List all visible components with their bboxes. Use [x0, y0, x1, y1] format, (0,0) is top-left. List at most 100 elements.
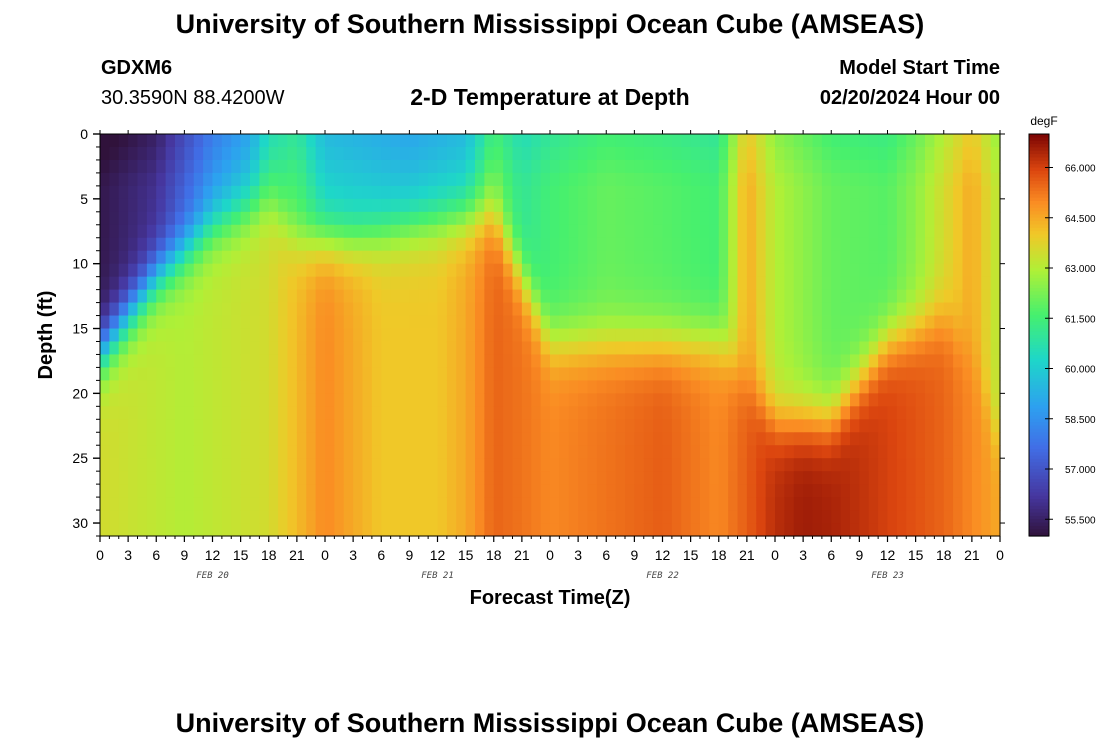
heatmap-cell	[334, 406, 345, 420]
heatmap-cell	[775, 302, 785, 317]
heatmap-cell	[634, 380, 645, 394]
heatmap-cell	[971, 471, 982, 485]
heatmap-cell	[128, 159, 139, 174]
heatmap-cell	[915, 406, 926, 420]
heatmap-cell	[446, 523, 457, 537]
heatmap-cell	[278, 406, 289, 420]
heatmap-cell	[137, 134, 148, 148]
heatmap-cell	[690, 276, 701, 291]
heatmap-cell	[409, 471, 420, 485]
heatmap-cell	[287, 250, 298, 265]
heatmap-cell	[475, 484, 485, 498]
heatmap-cell	[550, 523, 560, 537]
heatmap-cell	[728, 510, 739, 524]
heatmap-cell	[812, 419, 823, 433]
colorbar-segment	[1029, 211, 1049, 215]
heatmap-cell	[700, 159, 710, 174]
heatmap-cell	[371, 263, 382, 278]
heatmap-cell	[671, 224, 682, 239]
heatmap-cell	[568, 263, 579, 278]
colorbar-segment	[1029, 378, 1049, 383]
heatmap-cell	[587, 159, 598, 174]
heatmap-cell	[803, 419, 814, 433]
heatmap-cell	[971, 354, 982, 369]
heatmap-cell	[812, 432, 823, 446]
heatmap-cell	[343, 419, 354, 433]
heatmap-cell	[700, 367, 710, 381]
heatmap-cell	[962, 523, 973, 537]
heatmap-cell	[803, 510, 814, 524]
heatmap-cell	[137, 497, 148, 511]
heatmap-cell	[390, 484, 401, 498]
heatmap-cell	[775, 185, 785, 200]
heatmap-cell	[971, 341, 982, 356]
heatmap-cell	[943, 263, 954, 278]
heatmap-cell	[278, 367, 289, 381]
heatmap-cell	[287, 367, 298, 381]
heatmap-cell	[306, 224, 317, 239]
heatmap-cell	[315, 354, 326, 369]
heatmap-cell	[775, 484, 785, 498]
heatmap-cell	[971, 406, 982, 420]
heatmap-cell	[943, 250, 954, 265]
x-tick-label: 12	[205, 547, 221, 563]
heatmap-cell	[156, 406, 167, 420]
colorbar-segment	[1029, 261, 1049, 266]
heatmap-cell	[540, 458, 551, 472]
heatmap-cell	[971, 497, 982, 511]
heatmap-cell	[259, 198, 270, 213]
heatmap-cell	[146, 146, 157, 161]
heatmap-cell	[484, 510, 495, 524]
heatmap-cell	[568, 471, 579, 485]
heatmap-cell	[268, 224, 279, 239]
heatmap-cell	[587, 393, 598, 407]
heatmap-cell	[203, 432, 214, 446]
heatmap-cell	[887, 237, 898, 252]
heatmap-cell	[512, 315, 523, 330]
heatmap-cell	[962, 315, 973, 330]
heatmap-cell	[212, 354, 223, 369]
heatmap-cell	[334, 497, 345, 511]
heatmap-cell	[896, 341, 907, 356]
heatmap-cell	[878, 341, 889, 356]
y-tick-label: 15	[72, 321, 88, 337]
heatmap-cell	[165, 172, 176, 187]
heatmap-cell	[493, 523, 504, 537]
heatmap-cell	[887, 276, 898, 291]
heatmap-cell	[850, 445, 860, 459]
heatmap-cell	[915, 172, 926, 187]
heatmap-cell	[259, 354, 270, 369]
heatmap-cell	[268, 237, 279, 252]
heatmap-cell	[671, 354, 682, 369]
heatmap-cell	[718, 302, 729, 317]
heatmap-cell	[137, 523, 148, 537]
heatmap-cell	[278, 159, 289, 174]
heatmap-cell	[728, 185, 739, 200]
colorbar-tick-label: 61.500	[1065, 314, 1096, 325]
heatmap-cell	[784, 146, 795, 161]
heatmap-cell	[896, 276, 907, 291]
heatmap-cell	[643, 393, 654, 407]
heatmap-cell	[625, 484, 635, 498]
heatmap-cell	[962, 134, 973, 148]
heatmap-cell	[625, 523, 635, 537]
heatmap-cell	[212, 250, 223, 265]
heatmap-cell	[484, 354, 495, 369]
heatmap-cell	[409, 172, 420, 187]
heatmap-cell	[203, 497, 214, 511]
heatmap-cell	[118, 134, 129, 148]
colorbar-frame	[1028, 133, 1050, 537]
heatmap-cell	[475, 419, 485, 433]
heatmap-cell	[662, 380, 673, 394]
heatmap-cell	[550, 134, 560, 148]
heatmap-cell	[100, 185, 110, 200]
heatmap-cell	[615, 211, 626, 226]
heatmap-cell	[531, 146, 542, 161]
heatmap-cell	[859, 445, 870, 459]
heatmap-cell	[540, 471, 551, 485]
heatmap-cell	[756, 341, 767, 356]
heatmap-cell	[775, 146, 785, 161]
heatmap-cell	[859, 380, 870, 394]
heatmap-cell	[456, 198, 467, 213]
heatmap-cell	[362, 134, 373, 148]
